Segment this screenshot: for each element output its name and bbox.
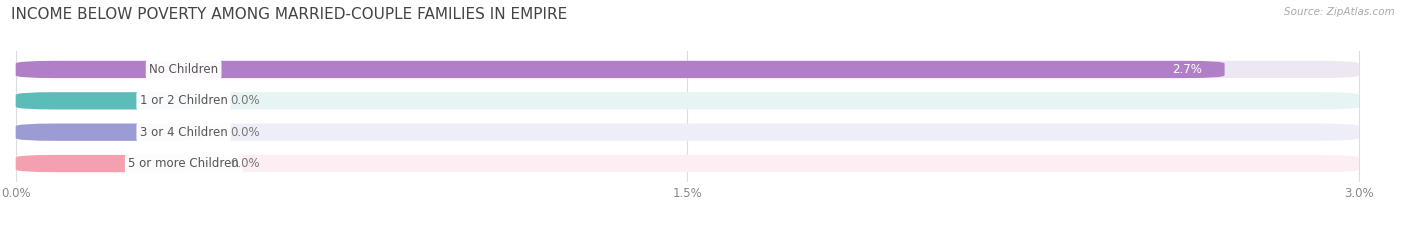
FancyBboxPatch shape xyxy=(15,61,1225,78)
Text: 1 or 2 Children: 1 or 2 Children xyxy=(139,94,228,107)
FancyBboxPatch shape xyxy=(15,123,1360,141)
Text: 0.0%: 0.0% xyxy=(231,126,260,139)
Text: No Children: No Children xyxy=(149,63,218,76)
FancyBboxPatch shape xyxy=(15,61,1360,78)
Text: Source: ZipAtlas.com: Source: ZipAtlas.com xyxy=(1284,7,1395,17)
FancyBboxPatch shape xyxy=(15,155,204,172)
FancyBboxPatch shape xyxy=(15,155,1360,172)
Text: 2.7%: 2.7% xyxy=(1173,63,1202,76)
Text: 5 or more Children: 5 or more Children xyxy=(128,157,239,170)
Text: INCOME BELOW POVERTY AMONG MARRIED-COUPLE FAMILIES IN EMPIRE: INCOME BELOW POVERTY AMONG MARRIED-COUPL… xyxy=(11,7,568,22)
FancyBboxPatch shape xyxy=(15,92,1360,110)
Text: 3 or 4 Children: 3 or 4 Children xyxy=(139,126,228,139)
Text: 0.0%: 0.0% xyxy=(231,157,260,170)
Text: 0.0%: 0.0% xyxy=(231,94,260,107)
FancyBboxPatch shape xyxy=(15,92,204,110)
FancyBboxPatch shape xyxy=(15,123,204,141)
